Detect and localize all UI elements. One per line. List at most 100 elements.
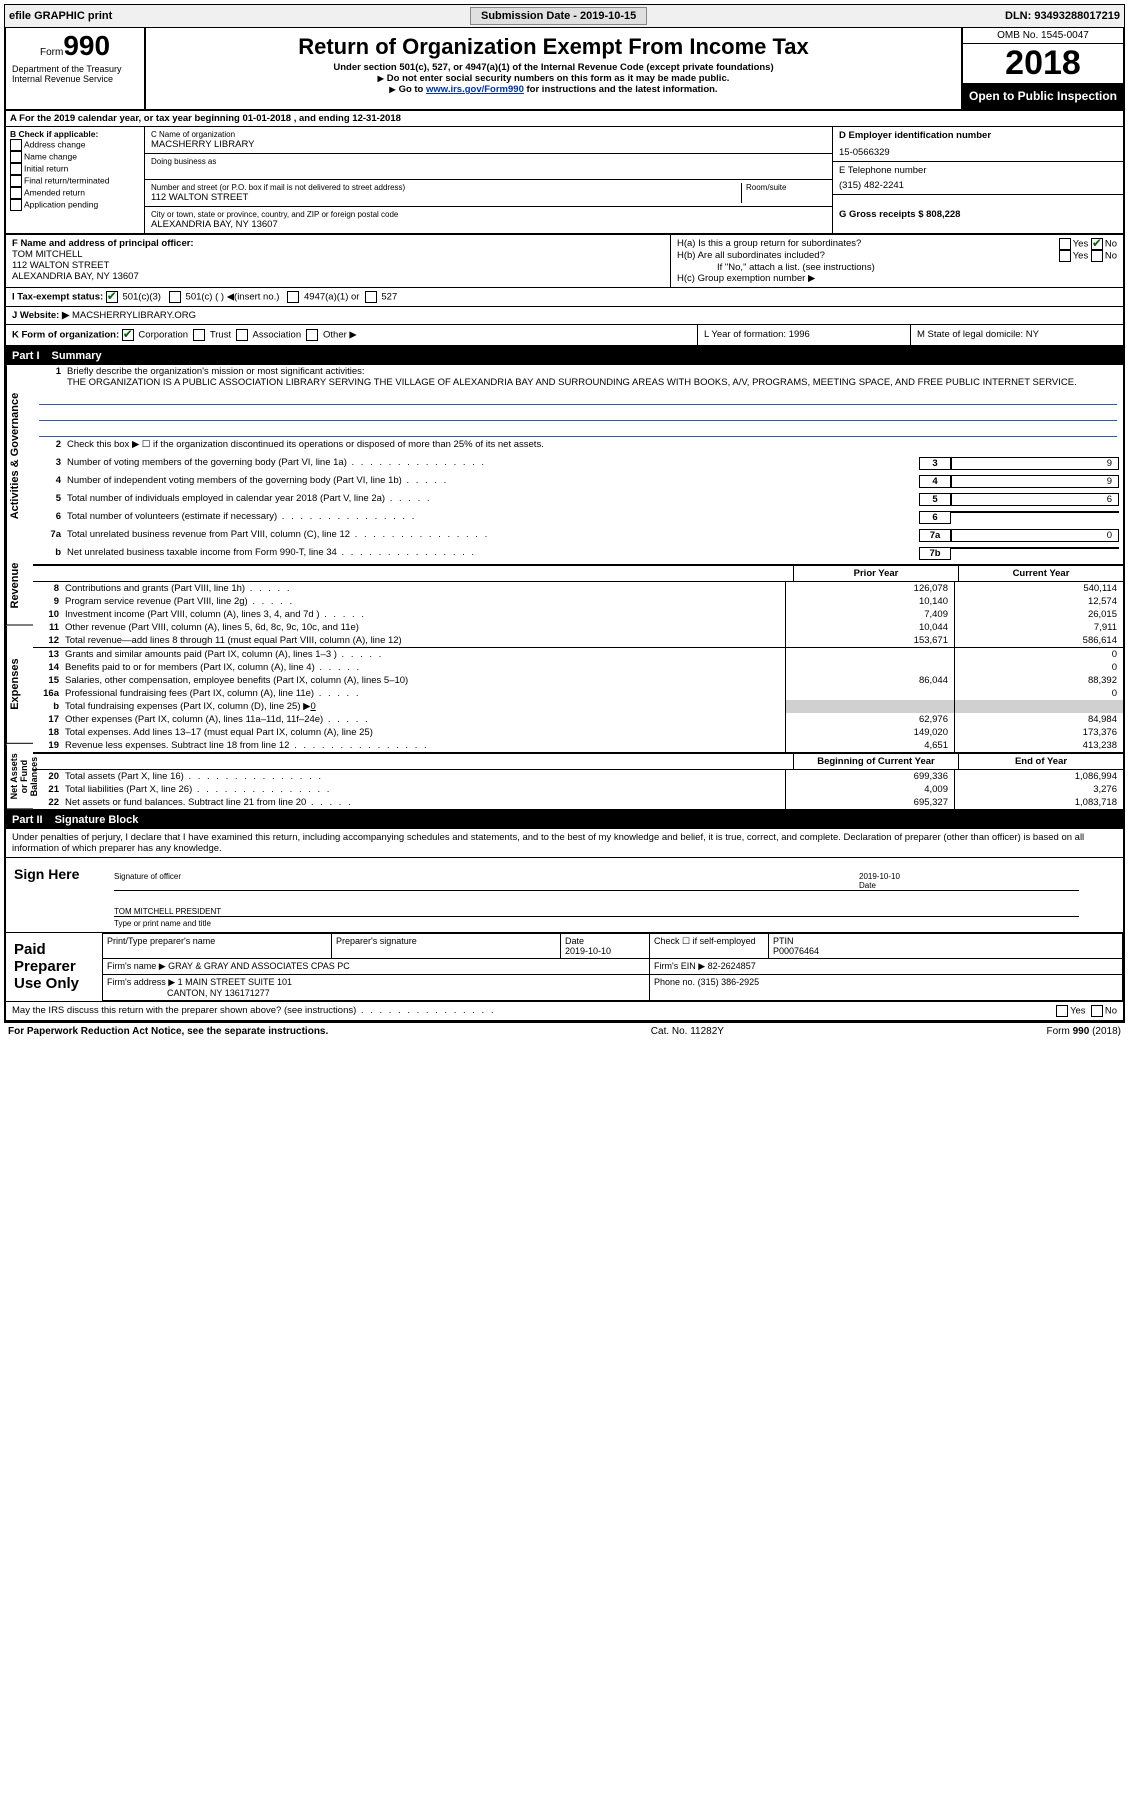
l16b-val: 0 [310,701,315,712]
l10-current: 26,015 [954,608,1123,621]
firm-name: GRAY & GRAY AND ASSOCIATES CPAS PC [168,961,350,971]
discuss-no-checkbox[interactable] [1091,1005,1103,1017]
addr-label: Number and street (or P.O. box if mail i… [151,183,741,192]
phone-value: (315) 482-2241 [839,176,1117,191]
l12-desc: Total revenue—add lines 8 through 11 (mu… [65,634,785,647]
mission-rule-1 [39,390,1117,405]
l8-desc: Contributions and grants (Part VIII, lin… [65,582,785,595]
row-a-tax-year: A For the 2019 calendar year, or tax yea… [4,111,1125,127]
l21-boy: 4,009 [785,783,954,796]
l5-val: 6 [951,493,1119,506]
tax-year: 2018 [963,44,1123,83]
l22-eoy: 1,083,718 [954,796,1123,809]
l4-desc: Number of independent voting members of … [67,475,919,486]
top-bar: efile GRAPHIC print Submission Date - 20… [4,4,1125,28]
f-label: F Name and address of principal officer: [12,238,664,249]
ha-yes-checkbox[interactable] [1059,238,1071,250]
checkbox-4947[interactable] [287,291,299,303]
footer-right: Form 990 (2018) [1047,1026,1121,1037]
checkbox-trust[interactable] [193,329,205,341]
l20-boy: 699,336 [785,770,954,783]
checkbox-association[interactable] [236,329,248,341]
l16b-desc: Total fundraising expenses (Part IX, col… [65,700,785,713]
hb-yes-checkbox[interactable] [1059,250,1071,262]
l5-desc: Total number of individuals employed in … [67,493,919,504]
l6-desc: Total number of volunteers (estimate if … [67,511,919,522]
dln-label: DLN: 93493288017219 [1005,10,1120,22]
l19-prior: 4,651 [785,739,954,752]
l18-desc: Total expenses. Add lines 13–17 (must eq… [65,726,785,739]
header-right-box: OMB No. 1545-0047 2018 Open to Public In… [961,28,1123,109]
footer-mid: Cat. No. 11282Y [651,1026,724,1037]
header-title-area: Return of Organization Exempt From Incom… [146,28,961,109]
mission-rule-2 [39,406,1117,421]
l3-val: 9 [951,457,1119,470]
l16a-prior [785,687,954,700]
checkbox-application-pending[interactable] [10,199,22,211]
l15-current: 88,392 [954,674,1123,687]
firm-phone: (315) 386-2925 [698,977,760,987]
checkbox-527[interactable] [365,291,377,303]
checkbox-corporation[interactable] [122,329,134,341]
l19-current: 413,238 [954,739,1123,752]
check-self-employed: Check ☐ if self-employed [650,934,769,959]
ein-label: D Employer identification number [839,130,1117,141]
checkbox-address-change[interactable] [10,139,22,151]
col-b-heading: B Check if applicable: [10,129,140,139]
l11-prior: 10,044 [785,621,954,634]
l9-desc: Program service revenue (Part VIII, line… [65,595,785,608]
row-j-website: J Website: ▶ MACSHERRYLIBRARY.ORG [4,307,1125,325]
prep-sig-label: Preparer's signature [332,934,561,959]
form990-link[interactable]: www.irs.gov/Form990 [426,84,524,95]
checkbox-initial-return[interactable] [10,163,22,175]
checkbox-501c3[interactable] [106,291,118,303]
part-ii-num: Part II [12,814,43,826]
org-name: MACSHERRY LIBRARY [151,139,826,150]
header-current-year: Current Year [959,566,1123,581]
org-street: 112 WALTON STREET [151,192,741,203]
l1-text: THE ORGANIZATION IS A PUBLIC ASSOCIATION… [67,377,1077,388]
checkbox-other[interactable] [306,329,318,341]
discuss-yes-checkbox[interactable] [1056,1005,1068,1017]
preparer-table: Print/Type preparer's name Preparer's si… [102,933,1123,1001]
col-c-name-address: C Name of organization MACSHERRY LIBRARY… [145,127,832,233]
l7a-desc: Total unrelated business revenue from Pa… [67,529,919,540]
perjury-statement: Under penalties of perjury, I declare th… [6,829,1123,858]
dept-label: Department of the Treasury Internal Reve… [10,62,140,86]
form-word: Form [40,47,63,58]
submission-date-button[interactable]: Submission Date - 2019-10-15 [470,7,647,25]
checkbox-final-return[interactable] [10,175,22,187]
l14-prior [785,661,954,674]
page-footer: For Paperwork Reduction Act Notice, see … [4,1022,1125,1040]
l2-text: Check this box ▶ ☐ if the organization d… [67,439,1119,450]
part-i-body: Activities & Governance Revenue Expenses… [4,365,1125,811]
checkbox-amended-return[interactable] [10,187,22,199]
row-i-j: I Tax-exempt status: 501(c)(3) 501(c) ( … [4,288,1125,307]
l21-eoy: 3,276 [954,783,1123,796]
l13-desc: Grants and similar amounts paid (Part IX… [65,648,785,661]
l21-desc: Total liabilities (Part X, line 26) [65,783,785,796]
hb-no-checkbox[interactable] [1091,250,1103,262]
checkbox-name-change[interactable] [10,151,22,163]
principal-officer-box: F Name and address of principal officer:… [6,235,671,287]
form-of-org: K Form of organization: Corporation Trus… [6,325,697,345]
website-value: MACSHERRYLIBRARY.ORG [72,310,196,321]
l20-eoy: 1,086,994 [954,770,1123,783]
l1-label: Briefly describe the organization's miss… [67,366,365,377]
h-group-return-box: H(a) Is this a group return for subordin… [671,235,1123,287]
l8-prior: 126,078 [785,582,954,595]
header-note-1: Do not enter social security numbers on … [387,73,730,84]
l16a-current: 0 [954,687,1123,700]
row-f-h: F Name and address of principal officer:… [4,235,1125,288]
ha-no-checkbox[interactable] [1091,238,1103,250]
l18-prior: 149,020 [785,726,954,739]
l7a-val: 0 [951,529,1119,542]
prep-name-label: Print/Type preparer's name [103,934,332,959]
ha-label: H(a) Is this a group return for subordin… [677,238,861,250]
l22-desc: Net assets or fund balances. Subtract li… [65,796,785,809]
checkbox-501c[interactable] [169,291,181,303]
officer-addr2: ALEXANDRIA BAY, NY 13607 [12,271,664,282]
room-label: Room/suite [746,183,826,192]
l16b-prior-shaded [785,700,954,713]
ein-value: 15-0566329 [839,141,1117,158]
